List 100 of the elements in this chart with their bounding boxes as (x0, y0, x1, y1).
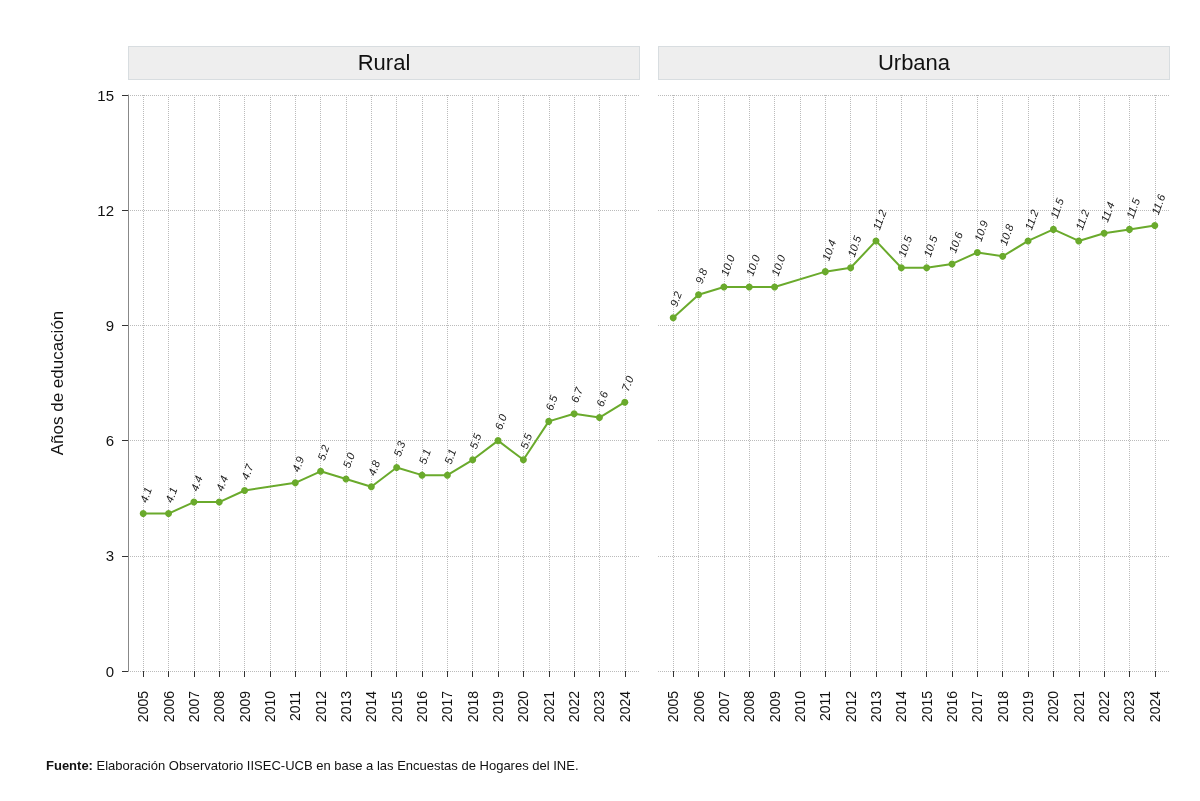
data-label: 5.1 (416, 447, 433, 466)
point (215, 498, 223, 506)
x-tick-label: 2015 (918, 690, 935, 723)
x-tick-label: 2016 (944, 690, 961, 723)
x-tick-label: 2005 (665, 690, 682, 723)
point (469, 456, 477, 464)
point (1125, 225, 1133, 233)
x-tick-label: 2018 (994, 690, 1011, 723)
point (897, 264, 905, 272)
data-label: 10.4 (819, 237, 839, 263)
data-label: 11.5 (1123, 195, 1143, 220)
data-label: 10.0 (718, 252, 738, 278)
x-tick-label: 2011 (817, 690, 834, 722)
point (595, 414, 603, 422)
point (999, 252, 1007, 260)
point (519, 456, 527, 464)
x-tick-label: 2017 (969, 690, 986, 723)
point (1100, 229, 1108, 237)
y-tick-label: 15 (97, 86, 114, 104)
point (669, 314, 677, 322)
point (847, 264, 855, 272)
x-tick-label: 2012 (312, 690, 329, 723)
x-tick-label: 2023 (1121, 690, 1138, 723)
data-label: 10.0 (743, 252, 763, 278)
data-label: 10.8 (997, 221, 1016, 247)
data-label: 5.2 (315, 443, 332, 462)
data-label: 4.4 (213, 474, 231, 493)
data-label: 11.2 (1073, 208, 1092, 232)
data-label: 4.1 (162, 485, 180, 505)
x-tick-label: 2005 (135, 690, 152, 723)
data-label: 4.7 (238, 461, 256, 482)
x-tick-label: 2013 (867, 690, 884, 723)
y-tick-label: 6 (105, 432, 114, 450)
data-label: 10.5 (845, 233, 864, 259)
x-tick-label: 2024 (1146, 690, 1163, 723)
x-tick-label: 2016 (414, 690, 431, 723)
point (745, 283, 753, 291)
point (165, 510, 173, 518)
x-tick-label: 2020 (515, 690, 532, 723)
x-tick-label: 2022 (1096, 690, 1113, 723)
data-label: 5.1 (441, 447, 459, 466)
point (1049, 225, 1057, 233)
point (139, 510, 147, 518)
data-label: 6.7 (568, 384, 586, 405)
x-tick-label: 2023 (591, 690, 608, 723)
data-label: 11.5 (1047, 195, 1067, 220)
y-tick-label: 3 (105, 547, 114, 565)
x-tick-label: 2009 (766, 690, 783, 723)
point (771, 283, 779, 291)
data-label: 10.0 (768, 252, 788, 278)
data-label: 11.2 (870, 208, 889, 232)
y-tick-label: 9 (105, 316, 114, 334)
data-label: 4.1 (137, 485, 155, 505)
point (545, 417, 553, 425)
data-label: 10.5 (895, 233, 915, 259)
x-tick-label: 2008 (211, 690, 228, 723)
data-label: 5.0 (340, 450, 358, 470)
x-tick-label: 2020 (1045, 690, 1062, 723)
data-label: 4.4 (188, 474, 205, 493)
x-tick-label: 2012 (842, 690, 859, 723)
data-label: 9.2 (667, 289, 685, 309)
x-tick-label: 2008 (741, 690, 758, 723)
data-label: 6.0 (492, 411, 510, 432)
x-tick-label: 2017 (439, 690, 456, 723)
y-tick-label: 0 (105, 662, 114, 680)
point (367, 483, 375, 491)
chart-title: Urbana (658, 46, 1170, 80)
point (923, 264, 931, 272)
x-tick-label: 2009 (236, 690, 253, 723)
x-tick-label: 2021 (540, 690, 557, 723)
data-label: 4.8 (365, 457, 383, 478)
y-axis-title: Años de educación (48, 310, 67, 456)
point (494, 437, 502, 445)
x-tick-label: 2007 (185, 690, 202, 723)
point (570, 410, 578, 418)
x-tick-label: 2024 (616, 690, 633, 723)
x-tick-label: 2010 (261, 690, 278, 723)
x-tick-label: 2015 (388, 690, 405, 723)
data-label: 4.9 (289, 454, 307, 474)
y-tick-label: 12 (97, 201, 114, 219)
point (317, 467, 325, 475)
data-label: 6.6 (593, 388, 611, 409)
x-tick-label: 2010 (791, 690, 808, 723)
x-tick-label: 2011 (287, 690, 304, 722)
point (1075, 237, 1083, 245)
data-label: 9.8 (692, 265, 710, 286)
x-tick-label: 2022 (566, 690, 583, 723)
data-label: 11.6 (1149, 191, 1168, 217)
x-tick-label: 2019 (490, 690, 507, 723)
data-label: 5.5 (517, 431, 535, 451)
source-note: Fuente: Elaboración Observatorio IISEC-UCB en base a las Encuestas de Hogares del INE. (46, 758, 580, 773)
data-label: 10.6 (946, 229, 966, 255)
data-label: 6.5 (543, 392, 560, 412)
chart-title: Rural (128, 46, 640, 80)
data-label: 10.5 (921, 233, 940, 259)
point (821, 268, 829, 276)
x-tick-label: 2018 (464, 690, 481, 723)
data-label: 11.4 (1098, 200, 1117, 224)
x-tick-label: 2007 (715, 690, 732, 723)
x-tick-label: 2014 (893, 690, 910, 723)
